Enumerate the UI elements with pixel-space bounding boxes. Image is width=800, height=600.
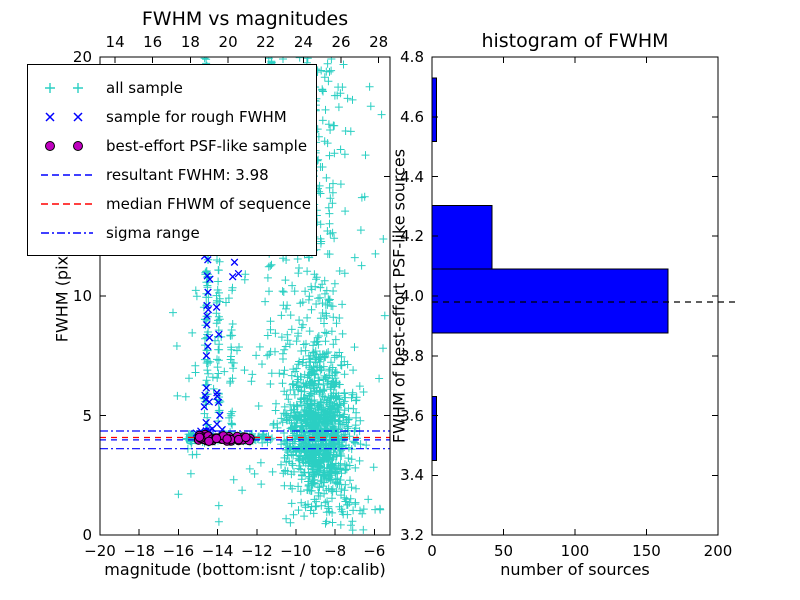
histogram-bars [431, 77, 669, 461]
dashdot-line-icon [41, 231, 93, 234]
left-plot-title: FWHM vs magnitudes [141, 8, 349, 30]
legend-entry: sigma range [28, 218, 316, 247]
histogram-bar [431, 204, 493, 270]
psf-point [194, 432, 205, 442]
legend-entry: best-effort PSF-like sample [28, 131, 316, 160]
histogram-bar [431, 268, 669, 334]
legend-entry: sample for rough FWHM [28, 102, 316, 131]
legend-label: resultant FWHM: 3.98 [106, 165, 269, 184]
legend-entry: all sample [28, 73, 316, 102]
psf-point [241, 432, 251, 443]
right-plot-title: histogram of FWHM [481, 30, 669, 52]
legend-label: best-effort PSF-like sample [106, 136, 308, 155]
left-plot-xlabel: magnitude (bottom:isnt / top:calib) [104, 560, 386, 579]
legend-label: sample for rough FWHM [106, 107, 287, 126]
legend-entry: resultant FWHM: 3.98 [28, 160, 316, 189]
plus-pair-icon [45, 82, 83, 93]
psf-point [211, 433, 222, 444]
right-plot-ylabel: FWHM of best-effort PSF-like sources [389, 148, 409, 444]
psf-point [222, 434, 232, 444]
histogram-bar [431, 396, 437, 461]
histogram-bar [431, 77, 437, 143]
left-plot-ylabel: FWHM (pix) [52, 249, 72, 343]
axis-ticks [99, 56, 719, 536]
legend-label: all sample [106, 78, 183, 97]
circle-pair-icon [45, 140, 83, 151]
legend-label: median FHWM of sequence [106, 194, 311, 213]
dashed-line-icon [41, 173, 93, 176]
x-pair-icon [45, 111, 83, 122]
right-plot-xlabel: number of sources [500, 560, 650, 579]
legend-label: sigma range [106, 223, 200, 242]
dashed-line-icon [41, 202, 93, 205]
legend: all sample sample for rough FWHM best-effo… [27, 64, 317, 256]
legend-entry: median FHWM of sequence [28, 189, 316, 218]
psf-sample-points [193, 429, 255, 446]
